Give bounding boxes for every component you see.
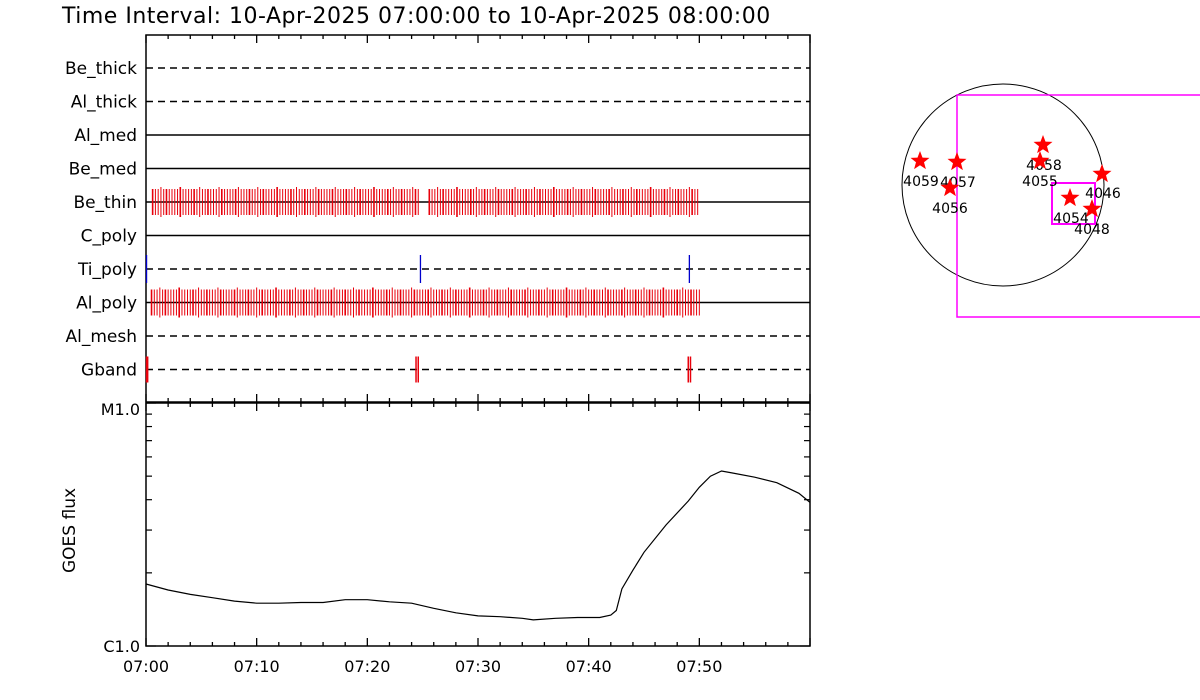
filter-row-label: Al_poly — [76, 294, 137, 314]
active-region: 4056 — [932, 178, 968, 217]
active-region: 4055 — [1022, 151, 1058, 190]
region-star-icon — [1033, 135, 1053, 154]
filter-row-be-thin: Be_thin — [73, 187, 810, 217]
filter-row-al-mesh: Al_mesh — [65, 327, 810, 347]
active-region: 4059 — [903, 151, 939, 190]
event-marks — [145, 356, 149, 383]
active-regions: 40594057405640584055404640544048 — [903, 135, 1121, 238]
region-star-icon — [1030, 151, 1050, 170]
field-of-view-box — [956, 94, 1200, 318]
x-tick-label: 07:00 — [123, 657, 169, 676]
filter-row-label: C_poly — [81, 227, 137, 247]
subfield-box — [1051, 182, 1096, 225]
filter-rows: Be_thick Al_thick Al_med Be_med Be_thin C_pol… — [65, 59, 810, 383]
region-star-icon — [910, 151, 930, 170]
region-star-icon — [1092, 164, 1112, 183]
filter-row-label: Al_mesh — [65, 327, 137, 347]
x-tick-label: 07:20 — [344, 657, 390, 676]
region-star-icon — [940, 178, 960, 197]
region-star-icon — [947, 152, 967, 171]
filter-row-label: Ti_poly — [77, 260, 137, 280]
filter-timeline-panel: Be_thick Al_thick Al_med Be_med Be_thin C_pol… — [65, 34, 811, 403]
filter-row-label: Be_med — [69, 160, 137, 180]
goes-ylabel: GOES flux — [60, 488, 80, 573]
filter-row-gband: Gband — [81, 356, 810, 383]
event-marks — [687, 356, 692, 383]
solar-disk — [901, 83, 1105, 287]
active-region: 4048 — [1074, 199, 1110, 238]
filter-row-be-med: Be_med — [69, 160, 810, 180]
goes-ytick-bottom: C1.0 — [103, 637, 140, 656]
filter-row-al-poly: Al_poly — [76, 287, 810, 318]
filter-row-al-thick: Al_thick — [71, 93, 810, 113]
filter-row-c-poly: C_poly — [81, 227, 810, 247]
goes-frame — [145, 402, 811, 647]
region-label: 4054 — [1053, 211, 1089, 227]
region-star-icon — [1082, 199, 1102, 218]
filter-row-label: Be_thick — [65, 59, 137, 79]
plot-title: Time Interval: 10-Apr-2025 07:00:00 to 1… — [61, 4, 771, 29]
event-marks — [428, 187, 699, 217]
x-tick-label: 07:50 — [676, 657, 722, 676]
event-marks — [150, 287, 700, 318]
time-axis-labels: 07:00 07:10 07:20 07:30 07:40 07:50 — [123, 657, 722, 676]
event-marks — [415, 356, 419, 383]
x-tick-label: 07:10 — [234, 657, 280, 676]
active-region: 4054 — [1053, 188, 1089, 227]
region-star-icon — [1060, 188, 1080, 207]
goes-ticks — [145, 402, 811, 647]
region-label: 4046 — [1085, 186, 1121, 202]
timeline-ticks — [145, 35, 811, 402]
solar-disk-map: 40594057405640584055404640544048 — [901, 83, 1200, 318]
filter-row-be-thick: Be_thick — [65, 59, 810, 79]
goes-ytick-top: M1.0 — [101, 400, 140, 419]
active-region: 4058 — [1026, 135, 1062, 174]
timeline-frame — [145, 34, 811, 403]
filter-row-al-med: Al_med — [74, 126, 810, 146]
region-label: 4059 — [903, 174, 939, 190]
filter-row-label: Gband — [81, 361, 137, 381]
filter-row-label: Al_med — [74, 126, 137, 146]
filter-row-ti-poly: Ti_poly — [77, 255, 810, 283]
region-label: 4056 — [932, 201, 968, 217]
goes-flux-line — [145, 470, 811, 621]
x-tick-label: 07:30 — [455, 657, 501, 676]
x-tick-label: 07:40 — [566, 657, 612, 676]
active-region: 4046 — [1085, 164, 1121, 202]
filter-row-label: Al_thick — [71, 93, 137, 113]
region-label: 4055 — [1022, 174, 1058, 190]
filter-row-label: Be_thin — [73, 193, 137, 213]
goes-flux-panel: GOES flux M1.0 C1.0 07:00 07:10 07:20 07:30… — [60, 400, 811, 676]
event-marks — [151, 187, 419, 217]
region-label: 4048 — [1074, 222, 1110, 238]
